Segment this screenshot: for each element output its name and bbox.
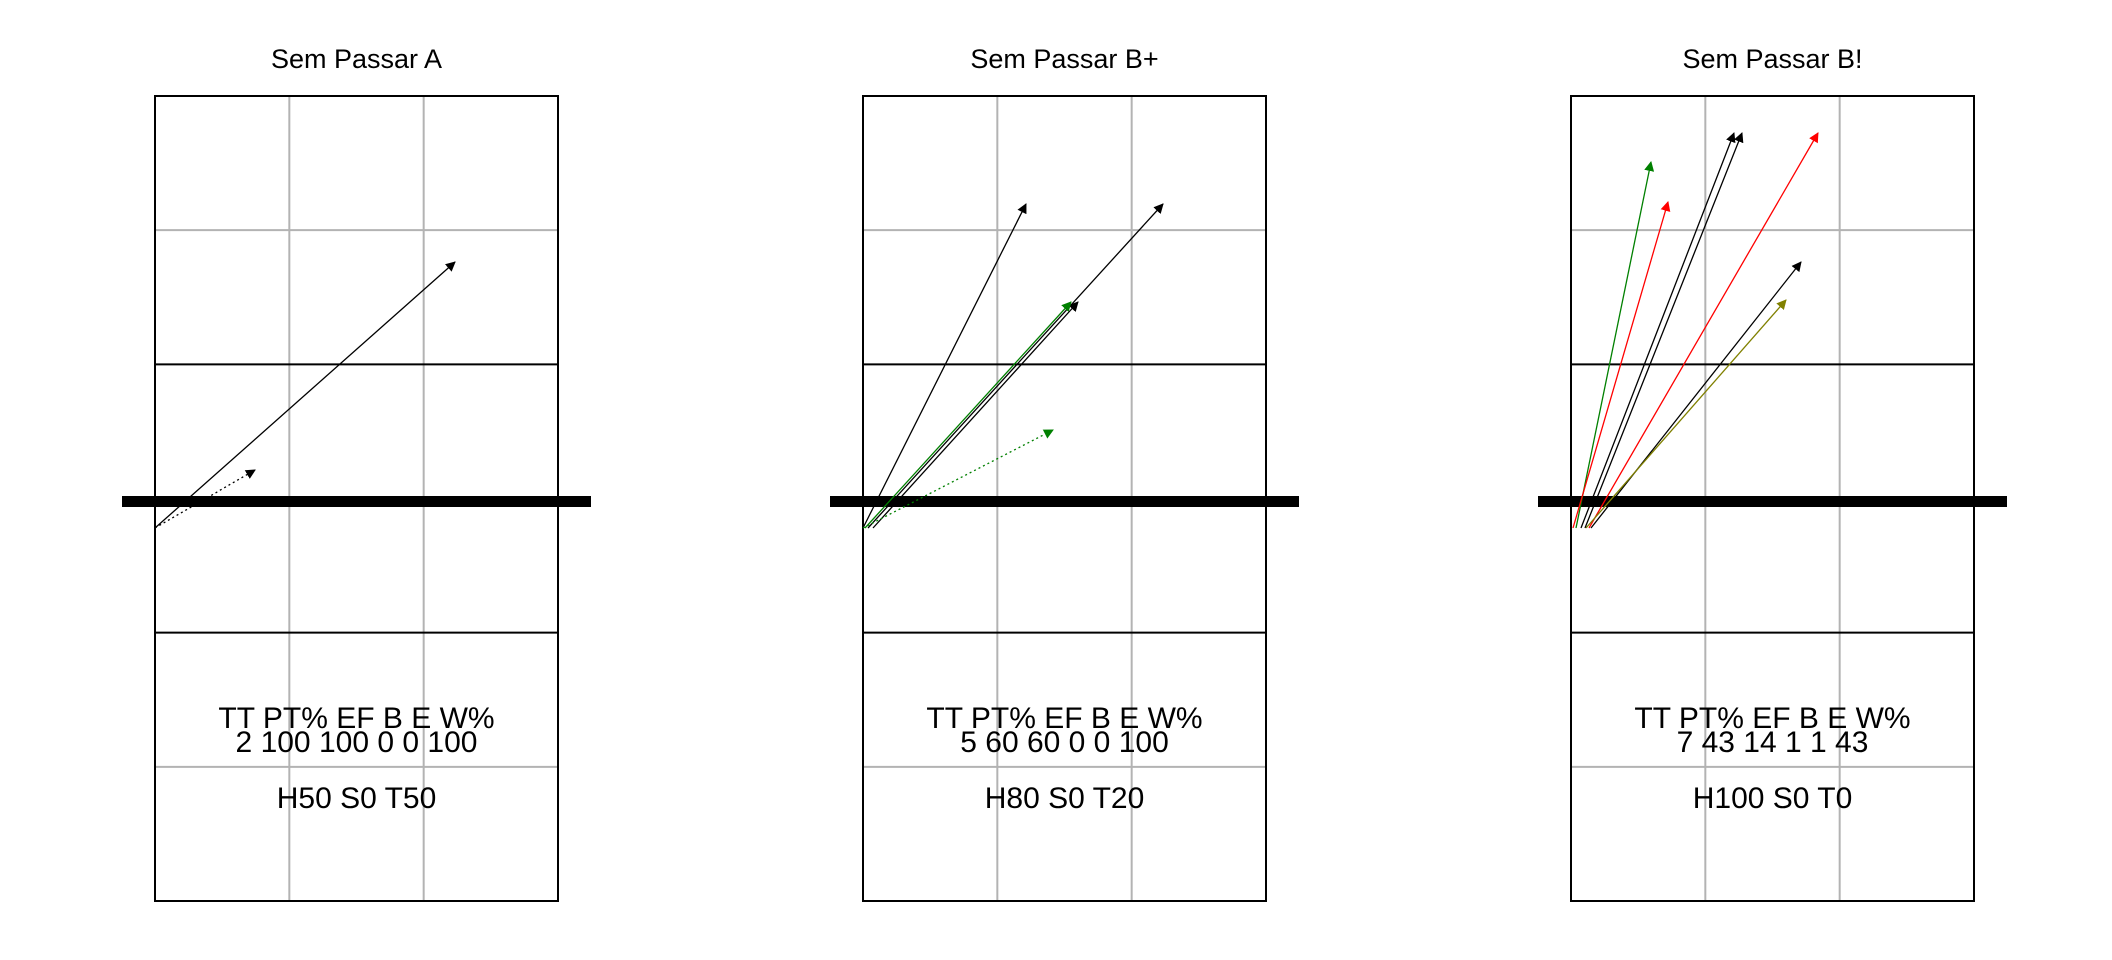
serve-arrow [1585, 299, 1787, 529]
serve-arrow [1572, 201, 1671, 529]
stats-values: 7 43 14 1 1 43 [1677, 726, 1869, 759]
serve-type-summary: H50 S0 T50 [277, 782, 437, 815]
serve-arrow [1575, 161, 1655, 529]
court-panel-1: Sem Passar A TT PT% EF B E W%2 100 100 0 … [122, 44, 591, 902]
serve-arrow [862, 203, 1027, 529]
serve-arrow [154, 261, 456, 529]
stats-header: TT PT% EF B E W% [218, 702, 494, 735]
court-panel-2: Sem Passar B+ TT PT% EF B E W%5 60 60 0 0… [830, 44, 1299, 902]
serve-arrow [154, 469, 256, 529]
stats-values: 2 100 100 0 0 100 [236, 726, 478, 759]
stats-header: TT PT% EF B E W% [926, 702, 1202, 735]
serve-arrow [862, 429, 1054, 529]
stats-values: 5 60 60 0 0 100 [960, 726, 1169, 759]
serve-arrow [1580, 132, 1736, 529]
serve-type-summary: H80 S0 T20 [985, 782, 1145, 815]
serve-arrow [864, 301, 1072, 529]
serve-arrow [1588, 132, 1819, 529]
serve-arrow [1590, 261, 1802, 529]
panel-title: Sem Passar B! [1682, 44, 1862, 74]
serve-type-summary: H100 S0 T0 [1693, 782, 1853, 815]
serve-arrow [872, 301, 1079, 529]
serve-arrow [1584, 132, 1744, 529]
panel-title: Sem Passar B+ [970, 44, 1158, 74]
stats-header: TT PT% EF B E W% [1634, 702, 1910, 735]
court-panel-3: Sem Passar B! TT PT% EF B E W%7 43 14 1 1… [1538, 44, 2007, 902]
serve-arrow [867, 203, 1164, 529]
panel-title: Sem Passar A [271, 44, 442, 74]
